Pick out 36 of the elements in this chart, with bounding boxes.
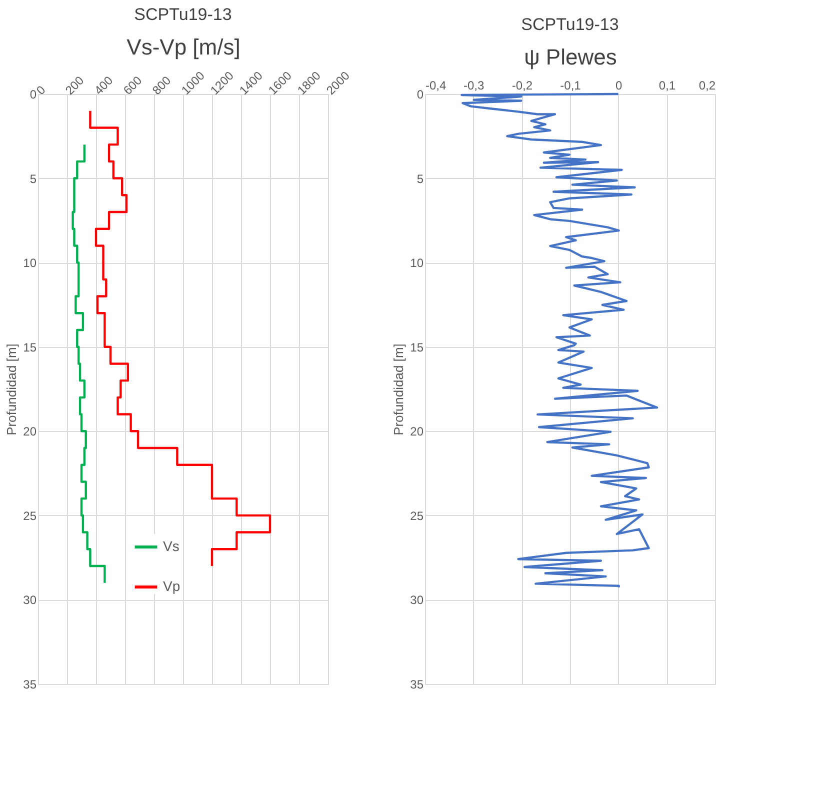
- chart-title: SCPTu19-13: [134, 4, 232, 24]
- x-tick-label: -0,1: [560, 78, 582, 92]
- x-tick-label: 400: [92, 73, 116, 98]
- x-tick-label: 800: [150, 73, 174, 98]
- x-axis-title: ψ Plewes: [524, 44, 617, 70]
- y-tick-label: 10: [23, 256, 37, 270]
- chart-title: SCPTu19-13: [521, 15, 619, 34]
- x-tick-label: 0,2: [698, 78, 716, 92]
- y-tick-label: 35: [23, 678, 37, 692]
- y-axis-title: Profundidad [m]: [391, 344, 406, 436]
- x-tick-label: 200: [62, 73, 87, 98]
- x-axis-title: Vs-Vp [m/s]: [126, 34, 240, 60]
- y-tick-label: 15: [23, 340, 37, 354]
- y-tick-label: 30: [23, 593, 37, 608]
- y-tick-label: 5: [30, 172, 37, 186]
- y-tick-label: 10: [410, 256, 424, 270]
- line-series: [460, 92, 658, 589]
- x-tick-label: 600: [120, 73, 145, 98]
- x-tick-label: -0,3: [463, 78, 484, 92]
- y-tick-label: 25: [410, 508, 424, 523]
- x-tick-label: 0: [615, 78, 622, 92]
- y-tick-label: 15: [410, 340, 424, 354]
- line-series: [72, 143, 106, 584]
- x-tick-label: -0,4: [426, 78, 447, 92]
- x-tick-label: -0,2: [512, 78, 533, 92]
- y-tick-label: 30: [410, 593, 424, 608]
- legend-label: Vp: [163, 578, 180, 594]
- y-tick-label: 35: [410, 678, 424, 692]
- legend-label: Vs: [163, 538, 180, 554]
- y-axis-title: Profundidad [m]: [4, 344, 20, 436]
- y-tick-label: 20: [23, 424, 37, 439]
- line-series: [89, 110, 272, 568]
- y-tick-label: 20: [410, 424, 424, 439]
- y-tick-label: 5: [416, 172, 424, 186]
- x-tick-label: 0,1: [658, 78, 676, 92]
- y-tick-label: 25: [23, 508, 37, 523]
